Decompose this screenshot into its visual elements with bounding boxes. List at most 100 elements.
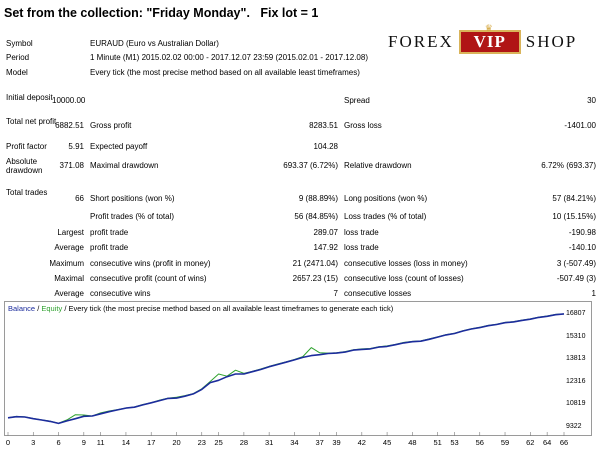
long-positions-value: 57 (84.21%) [552,194,596,203]
initial-deposit-value: 10000.00 [52,96,86,105]
x-tick-label: 59 [500,438,510,447]
long-positions-label: Long positions (won %) [344,194,428,203]
y-tick-label: 15310 [566,332,586,340]
legend-equity: Equity [41,304,63,313]
average-loss-label: loss trade [344,243,379,252]
series-line-equity [7,313,565,424]
x-tick-label: 28 [239,438,249,447]
max-consecutive-losses-value: 3 (-507.49) [556,259,596,268]
maximal-label: Maximal [54,274,84,283]
x-tick-label: 45 [382,438,392,447]
crown-icon: ♛ [484,23,493,33]
initial-deposit-label: Initial deposit [6,93,53,102]
total-trades-value: 66 [75,194,84,203]
spread-value: 30 [587,96,596,105]
average-label: Average [54,243,84,252]
x-tick-label: 62 [526,438,535,447]
average-consecutive-losses-label: consecutive losses [344,289,412,298]
expected-payoff-label: Expected payoff [90,142,148,151]
x-tick-label: 51 [433,438,442,447]
y-tick-label: 9322 [566,423,582,430]
largest-loss-label: loss trade [344,228,379,237]
profit-trades-value: 56 (84.85%) [294,212,338,221]
symbol-value: EURAUD (Euro vs Australian Dollar) [90,39,219,48]
average-consecutive-wins-value: 7 [333,289,338,298]
x-tick-label: 20 [172,438,181,447]
x-tick-label: 25 [214,438,223,447]
gross-loss-label: Gross loss [344,121,382,130]
absolute-drawdown-value: 371.08 [59,161,84,170]
x-tick-label: 23 [197,438,206,447]
y-tick-label: 13813 [566,355,586,363]
series-line-balance [7,313,565,425]
largest-profit-label: profit trade [90,228,129,237]
x-tick-label: 11 [96,438,105,447]
maximal-consecutive-loss-value: -507.49 (3) [556,274,596,283]
short-positions-label: Short positions (won %) [90,194,175,203]
relative-drawdown-value: 6.72% (693.37) [541,161,596,170]
x-tick-label: 34 [290,438,299,447]
total-net-profit-value: 6882.51 [55,121,84,130]
maximal-drawdown-value: 693.37 (6.72%) [283,161,338,170]
x-tick-label: 9 [81,438,86,447]
average-profit-label: profit trade [90,243,129,252]
logo-vip-text: VIP [473,32,506,51]
y-tick-label: 16807 [566,310,586,317]
x-tick-label: 3 [31,438,36,447]
model-label: Model [6,68,28,77]
page-title: Set from the collection: "Friday Monday"… [4,6,319,20]
average-loss-value: -140.10 [568,243,596,252]
x-tick-label: 64 [542,438,552,447]
x-tick-label: 6 [56,438,61,447]
maximal-consecutive-profit-label: consecutive profit (count of wins) [90,274,207,283]
x-tick-label: 0 [5,438,11,447]
logo-shop-text: SHOP [525,32,578,51]
largest-label: Largest [57,228,84,237]
short-positions-value: 9 (88.89%) [298,194,338,203]
x-tick-label: 14 [121,438,131,447]
total-net-profit-label: Total net profit [6,117,57,126]
average-consecutive-losses-value: 1 [591,289,596,298]
profit-factor-value: 5.91 [68,142,84,151]
expected-payoff-value: 104.28 [313,142,338,151]
legend-description: / Every tick (the most precise method ba… [62,304,394,313]
x-tick-label: 53 [450,438,459,447]
profit-factor-label: Profit factor [6,142,47,151]
largest-loss-value: -190.98 [568,228,596,237]
maximal-consecutive-loss-label: consecutive loss (count of losses) [344,274,464,283]
x-tick-label: 37 [315,438,324,447]
legend-separator: / [35,304,42,313]
x-tick-label: 66 [559,438,569,447]
legend-balance: Balance [8,304,36,313]
gross-profit-label: Gross profit [90,121,132,130]
balance-equity-chart: Balance / Equity / Every tick (the most … [4,301,592,436]
x-tick-label: 31 [264,438,274,447]
chart-plot [7,313,565,436]
chart-legend: Balance / Equity / Every tick (the most … [8,304,393,313]
spread-label: Spread [344,96,370,105]
loss-trades-label: Loss trades (% of total) [344,212,427,221]
y-tick-label: 10819 [566,400,586,408]
x-tick-label: 56 [475,438,484,447]
maximum-label: Maximum [49,259,84,268]
logo-forex-text: FOREX [388,32,454,51]
gross-loss-value: -1401.00 [564,121,596,130]
x-tick-label: 39 [332,438,341,447]
largest-profit-value: 289.07 [313,228,338,237]
period-value: 1 Minute (M1) 2015.02.02 00:00 - 2017.12… [90,53,368,62]
x-tick-label: 42 [357,438,366,447]
gross-profit-value: 8283.51 [309,121,338,130]
loss-trades-value: 10 (15.15%) [552,212,596,221]
model-value: Every tick (the most precise method base… [90,68,360,77]
relative-drawdown-label: Relative drawdown [344,161,412,170]
max-consecutive-wins-value: 21 (2471.04) [292,259,338,268]
period-label: Period [6,53,30,62]
maximal-consecutive-profit-value: 2657.23 (15) [292,274,338,283]
profit-trades-label: Profit trades (% of total) [90,212,175,221]
total-trades-label: Total trades [6,188,48,197]
x-tick-label: 17 [147,438,156,447]
max-consecutive-wins-label: consecutive wins (profit in money) [90,259,211,268]
max-consecutive-losses-label: consecutive losses (loss in money) [344,259,468,268]
absolute-drawdown-label: Absolute drawdown [6,157,43,175]
y-tick-label: 12316 [566,377,586,385]
